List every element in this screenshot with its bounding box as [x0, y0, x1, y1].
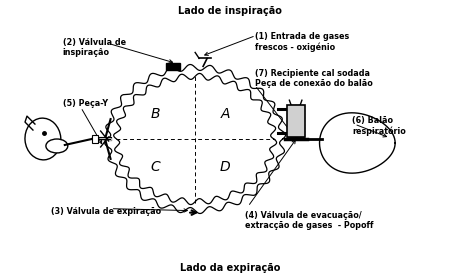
Text: (1) Entrada de gases
frescos - oxigénio: (1) Entrada de gases frescos - oxigénio	[255, 32, 349, 52]
Bar	[166, 63, 180, 70]
Ellipse shape	[46, 139, 68, 153]
Ellipse shape	[25, 118, 61, 160]
Text: C: C	[150, 160, 160, 174]
Text: Lado de inspiração: Lado de inspiração	[178, 6, 282, 16]
Text: Lado da expiração: Lado da expiração	[180, 263, 280, 273]
Bar	[92, 135, 97, 143]
Text: (2) Válvula de
inspiraçâo: (2) Válvula de inspiraçâo	[63, 37, 126, 57]
Text: B: B	[150, 107, 160, 121]
Text: (7) Recipiente cal sodada: (7) Recipiente cal sodada	[255, 69, 370, 78]
Text: A: A	[220, 107, 230, 121]
Text: D: D	[220, 160, 230, 174]
Text: (5) Peça-Y: (5) Peça-Y	[63, 99, 108, 108]
Polygon shape	[320, 113, 395, 173]
Text: (6) Balão
respiratório: (6) Balão respiratório	[352, 116, 406, 136]
Text: Peça de conexão do balão: Peça de conexão do balão	[255, 79, 373, 88]
Text: (4) Válvula de evacuação/
extracção de gases  - Popoff: (4) Válvula de evacuação/ extracção de g…	[245, 211, 374, 230]
Text: (3) Válvula de expiração: (3) Válvula de expiração	[51, 207, 161, 216]
Bar	[287, 105, 304, 137]
